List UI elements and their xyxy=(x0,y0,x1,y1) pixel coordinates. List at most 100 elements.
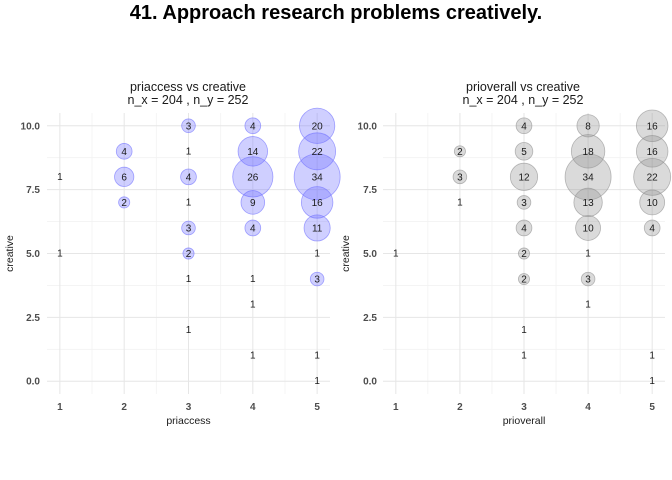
bubble-count-label: 1 xyxy=(521,325,527,336)
bubble-point xyxy=(118,196,131,209)
panel-title: priaccess vs creative xyxy=(130,80,246,94)
y-tick-label: 0.0 xyxy=(26,377,40,388)
panel-subtitle: n_x = 204 , n_y = 252 xyxy=(463,93,584,107)
bubble-count-label: 4 xyxy=(186,172,192,183)
bubble-count-label: 1 xyxy=(250,274,256,285)
bubble-point xyxy=(573,187,603,218)
y-tick-label: 5.0 xyxy=(26,249,40,260)
bubble-count-label: 34 xyxy=(583,172,595,183)
x-tick-label: 5 xyxy=(649,402,655,413)
bubble-point xyxy=(237,136,268,167)
x-tick-label: 3 xyxy=(521,402,527,413)
bubble-point xyxy=(453,145,466,158)
bubble-point xyxy=(516,195,532,210)
y-tick-label: 5.0 xyxy=(363,249,377,260)
bubble-point xyxy=(240,190,266,215)
y-tick-label: 0.0 xyxy=(363,377,377,388)
bubble-count-label: 4 xyxy=(521,224,527,235)
bubble-count-label: 1 xyxy=(186,274,192,285)
x-tick-label: 2 xyxy=(121,402,127,413)
bubble-count-label: 20 xyxy=(312,121,324,132)
bubble-point xyxy=(300,186,334,219)
bubble-point xyxy=(576,114,600,138)
bubble-point xyxy=(509,162,539,191)
x-tick-label: 2 xyxy=(457,402,463,413)
y-tick-label: 10.0 xyxy=(21,121,41,132)
bubble-count-label: 1 xyxy=(649,376,655,387)
y-tick-label: 2.5 xyxy=(363,313,377,324)
bubble-point xyxy=(115,143,133,160)
bubble-count-label: 2 xyxy=(457,147,463,158)
bubble-count-label: 1 xyxy=(585,249,591,260)
bubble-count-label: 16 xyxy=(647,121,659,132)
bubble-count-label: 3 xyxy=(186,121,192,132)
bubble-count-label: 4 xyxy=(250,121,256,132)
bubble-point xyxy=(181,118,196,134)
bubble-count-label: 8 xyxy=(585,121,591,132)
panel-subtitle: n_x = 204 , n_y = 252 xyxy=(128,93,249,107)
bubble-point xyxy=(452,169,468,185)
x-tick-label: 4 xyxy=(585,402,591,413)
bubble-count-label: 10 xyxy=(647,198,659,209)
bubble-count-label: 12 xyxy=(518,172,530,183)
bubble-count-label: 3 xyxy=(521,198,527,209)
bubble-point xyxy=(515,117,533,135)
bubble-count-label: 3 xyxy=(585,275,591,286)
bubble-point xyxy=(639,189,666,216)
bubble-count-label: 1 xyxy=(649,351,655,362)
x-tick-label: 5 xyxy=(314,402,320,413)
bubble-count-label: 1 xyxy=(186,146,192,157)
bubble-count-label: 2 xyxy=(521,275,527,286)
bubble-count-label: 4 xyxy=(250,224,256,235)
bubble-count-label: 5 xyxy=(521,147,527,158)
y-tick-label: 7.5 xyxy=(363,185,377,196)
bubble-point xyxy=(244,117,262,135)
bubble-point xyxy=(515,219,533,237)
bubble-count-label: 4 xyxy=(121,147,127,158)
bubble-point xyxy=(518,273,530,286)
x-axis-title: prioverall xyxy=(503,415,546,427)
bubble-count-label: 1 xyxy=(314,376,320,387)
bubble-count-label: 14 xyxy=(247,147,259,158)
bubble-point xyxy=(514,142,534,161)
bubble-count-label: 1 xyxy=(186,197,192,208)
bubble-count-label: 18 xyxy=(583,147,595,158)
bubble-point xyxy=(181,220,196,236)
bubble-count-label: 1 xyxy=(314,249,320,260)
bubble-point xyxy=(303,214,331,242)
y-tick-label: 2.5 xyxy=(26,313,40,324)
bubble-point xyxy=(244,219,262,237)
bubble-point xyxy=(114,166,135,187)
x-tick-label: 3 xyxy=(186,402,192,413)
bubble-count-label: 1 xyxy=(250,351,256,362)
bubble-count-label: 34 xyxy=(312,172,324,183)
bubble-count-label: 3 xyxy=(314,275,320,286)
x-tick-label: 4 xyxy=(250,402,256,413)
bubble-point xyxy=(182,247,195,260)
bubble-count-label: 4 xyxy=(521,121,527,132)
bubble-count-label: 10 xyxy=(583,224,595,235)
bubble-count-label: 16 xyxy=(647,147,659,158)
bubble-count-label: 11 xyxy=(312,224,323,235)
bubble-point xyxy=(570,134,606,169)
bubble-point xyxy=(232,156,274,198)
x-tick-label: 1 xyxy=(57,402,63,413)
bubble-point xyxy=(180,168,197,186)
bubble-point xyxy=(298,132,337,171)
bubble-point xyxy=(636,109,669,142)
bubble-point xyxy=(518,247,530,260)
bubble-count-label: 1 xyxy=(186,325,192,336)
y-tick-label: 10.0 xyxy=(358,121,378,132)
bubble-count-label: 1 xyxy=(521,351,527,362)
bubble-count-label: 2 xyxy=(186,249,192,260)
y-axis-title: creative xyxy=(4,235,16,272)
bubble-count-label: 1 xyxy=(57,249,63,260)
bubble-point xyxy=(643,219,661,237)
y-tick-label: 7.5 xyxy=(26,185,40,196)
bubble-count-label: 2 xyxy=(121,198,127,209)
x-tick-label: 1 xyxy=(393,402,399,413)
bubble-point xyxy=(299,107,336,144)
bubble-count-label: 2 xyxy=(521,249,527,260)
y-axis-title: creative xyxy=(340,235,352,272)
